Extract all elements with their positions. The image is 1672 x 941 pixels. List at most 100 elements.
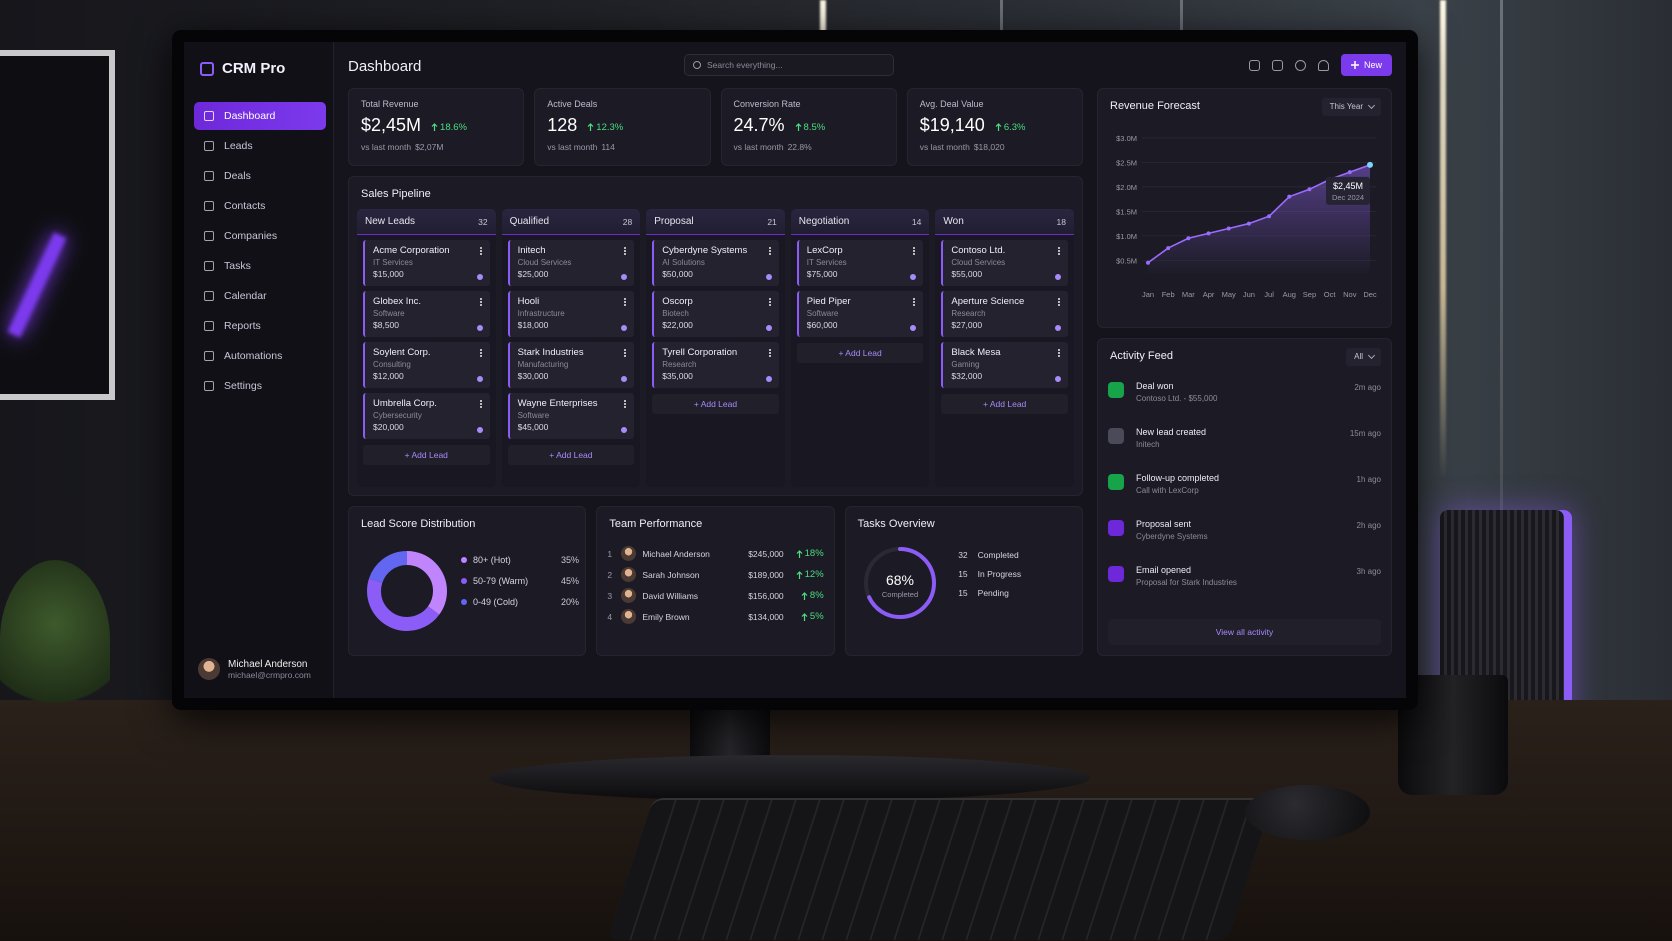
nav-item[interactable]: Calendar [194,282,326,310]
search-box[interactable]: Search everything... [684,54,894,76]
column-count: 18 [1056,216,1066,227]
activity-item[interactable]: Deal won Contoso Ltd. - $55,000 2m ago [1108,375,1381,421]
activity-item[interactable]: Proposal sent Cyberdyne Systems 2h ago [1108,513,1381,559]
revenue-point [1206,231,1211,236]
panel-title: Sales Pipeline [361,188,431,200]
activity-filter[interactable]: All [1346,348,1381,366]
nav-label: Leads [224,140,253,152]
activity-item[interactable]: New lead created Initech 15m ago [1108,421,1381,467]
icon-button[interactable] [1294,59,1306,71]
deal-card[interactable]: Acme Corporation IT Services $15,000 [363,240,490,286]
activity-item[interactable]: Email opened Proposal for Stark Industrie… [1108,559,1381,605]
rank: 2 [607,569,613,580]
nav-item[interactable]: Dashboard [194,102,326,130]
column-header: Negotiation 14 [790,209,930,235]
activity-item[interactable]: Follow-up completed Call with LexCorp 1h a… [1108,467,1381,513]
nav-icon [204,381,214,391]
deal-card[interactable]: Aperture Science Research $27,000 [941,291,1068,337]
view-all-link[interactable]: View all activity [1108,619,1381,645]
deal-card[interactable]: Wayne Enterprises Software $45,000 [507,393,635,439]
nav-item[interactable]: Deals [194,162,326,190]
nav-item[interactable]: Tasks [194,252,326,280]
deal-card[interactable]: Stark Industries Manufacturing $30,000 [507,342,635,388]
revenue-point [1287,194,1292,199]
nav-item[interactable]: Leads [194,132,326,160]
card-menu[interactable] [624,403,627,405]
monitor-base [490,755,1090,801]
card-menu[interactable] [768,250,771,252]
activity-title: New lead created [1136,427,1207,437]
deal-card[interactable]: Oscorp Biotech $22,000 [652,291,779,337]
nav-item[interactable]: Contacts [194,192,326,220]
deal-card[interactable]: Hooli Infrastructure $18,000 [507,291,635,337]
mouse [1245,785,1370,840]
card-menu[interactable] [768,301,771,303]
y-tick-label: $3.0M [1116,134,1137,143]
nav-item[interactable]: Reports [194,312,326,340]
activity-detail: Contoso Ltd. - $55,000 [1136,394,1218,403]
icon-button[interactable] [1248,59,1260,71]
deal-card[interactable]: Soylent Corp. Consulting $12,000 [363,342,490,388]
deal-card[interactable]: Cyberdyne Systems AI Solutions $50,000 [652,240,779,286]
team-row[interactable]: 1 Michael Anderson $245,000 18% [607,543,824,564]
deal-card[interactable]: Pied Piper Software $60,000 [796,291,924,337]
add-lead-button[interactable]: + Add Lead [652,394,779,414]
card-menu[interactable] [624,352,627,354]
card-menu[interactable] [768,352,771,354]
card-menu[interactable] [624,250,627,252]
card-menu[interactable] [1057,352,1060,354]
kpi-change-value: 18.6% [440,121,467,133]
wall-art [0,50,115,400]
card-menu[interactable] [479,352,482,354]
new-button[interactable]: New [1340,54,1392,76]
kpi-compare-label: vs last month [547,142,598,152]
deal-card[interactable]: Initech Cloud Services $25,000 [507,240,635,286]
card-menu[interactable] [1057,301,1060,303]
nav-item[interactable]: Companies [194,222,326,250]
nav-item[interactable]: Automations [194,342,326,370]
add-lead-button[interactable]: + Add Lead [796,343,924,363]
notifications-button[interactable] [1317,59,1329,71]
add-lead-button[interactable]: + Add Lead [363,445,490,465]
activity-time: 2h ago [1356,521,1381,530]
panel-title: Lead Score Distribution [361,518,476,530]
card-menu[interactable] [913,301,916,303]
team-list: 1 Michael Anderson $245,000 18% 2 Sarah Johns… [607,543,824,627]
deal-amount: $15,000 [373,269,404,279]
deal-amount: $12,000 [373,371,404,381]
nav-label: Calendar [224,290,267,302]
user-profile[interactable]: Michael Anderson michael@crmpro.com [198,658,311,680]
deal-card[interactable]: Tyrell Corporation Research $35,000 [652,342,779,388]
period-filter[interactable]: This Year [1321,98,1381,116]
deal-card[interactable]: Contoso Ltd. Cloud Services $55,000 [941,240,1068,286]
team-row[interactable]: 4 Emily Brown $134,000 5% [607,606,824,627]
card-menu[interactable] [913,250,916,252]
legend-item: 50-79 (Warm) 45% [461,570,579,591]
card-menu[interactable] [1057,250,1060,252]
deal-card[interactable]: Umbrella Corp. Cybersecurity $20,000 [363,393,490,439]
deal-card[interactable]: LexCorp IT Services $75,000 [796,240,924,286]
team-row[interactable]: 3 David Williams $156,000 8% [607,585,824,606]
card-menu[interactable] [624,301,627,303]
nav-item[interactable]: Settings [194,372,326,400]
deal-amount: $18,000 [517,320,549,330]
legend-dot [461,556,467,563]
add-lead-button[interactable]: + Add Lead [941,394,1068,414]
card-menu[interactable] [479,403,482,405]
y-tick-label: $1.0M [1116,232,1137,241]
nav-icon [204,201,214,211]
member-change: 8% [790,590,824,601]
add-lead-button[interactable]: + Add Lead [507,445,635,465]
column-header: Qualified 28 [501,209,641,235]
column-count: 28 [622,216,633,227]
card-menu[interactable] [479,301,482,303]
activity-list: Deal won Contoso Ltd. - $55,000 2m ago New … [1108,375,1381,605]
team-row[interactable]: 2 Sarah Johnson $189,000 12% [607,564,824,585]
icon-button[interactable] [1271,59,1283,71]
top-bar: New [1248,54,1392,76]
card-menu[interactable] [479,250,482,252]
deal-card[interactable]: Black Mesa Gaming $32,000 [941,342,1068,388]
logo[interactable]: CRM Pro [200,60,285,77]
deal-card[interactable]: Globex Inc. Software $8,500 [363,291,490,337]
